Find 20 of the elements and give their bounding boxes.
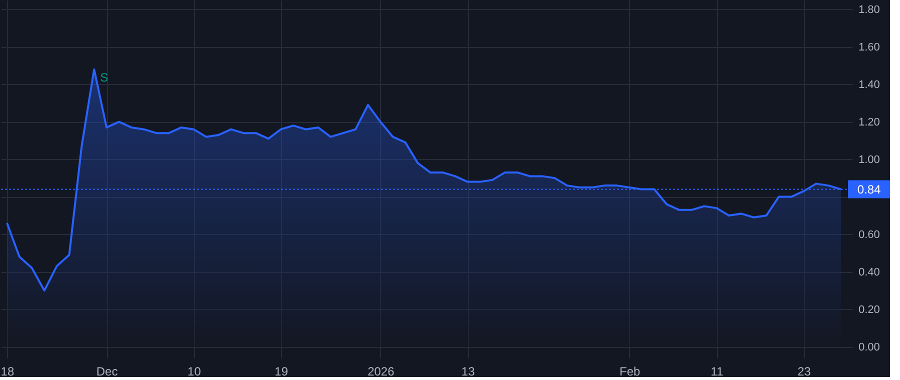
x-tick-label: 2026 bbox=[368, 364, 395, 378]
y-tick-label: 0.60 bbox=[858, 228, 880, 241]
ref-line-label: 0.84 bbox=[857, 182, 881, 196]
x-tick-label: Dec bbox=[96, 364, 118, 378]
x-tick-label: 11 bbox=[710, 364, 724, 378]
y-tick-label: 0.20 bbox=[858, 304, 880, 316]
x-tick-label: 13 bbox=[461, 364, 476, 378]
y-tick-label: 1.20 bbox=[858, 116, 880, 128]
y-tick-label: 1.40 bbox=[858, 78, 880, 91]
annotation: S bbox=[100, 70, 108, 84]
y-tick-label: 1.00 bbox=[858, 154, 880, 166]
x-tick-label: 23 bbox=[798, 364, 812, 378]
y-tick-label: 0.00 bbox=[858, 341, 880, 354]
x-tick-label: 18 bbox=[0, 364, 14, 378]
x-tick-label: Feb bbox=[620, 364, 641, 378]
y-tick-label: 1.60 bbox=[858, 41, 880, 54]
y-tick-label: 0.40 bbox=[858, 266, 880, 278]
y-tick-label: 1.80 bbox=[858, 4, 880, 16]
x-tick-label: 10 bbox=[188, 364, 202, 378]
x-tick-label: 19 bbox=[274, 364, 288, 378]
